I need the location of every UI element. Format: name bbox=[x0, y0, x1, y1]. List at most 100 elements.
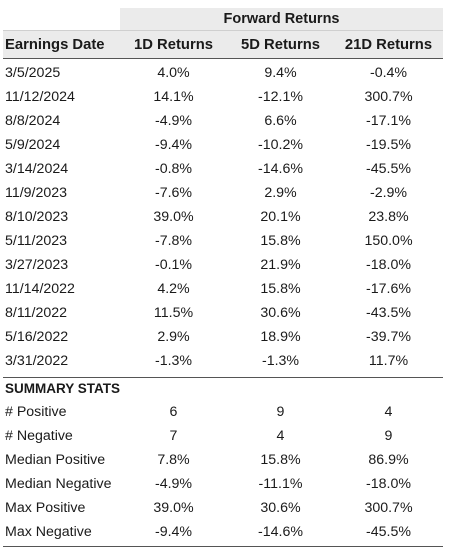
5d-return-cell: -1.3% bbox=[261, 353, 300, 369]
summary-row: Max Negative -9.4% -14.6% -45.5% bbox=[3, 520, 443, 544]
1d-return-cell: -7.6% bbox=[154, 185, 193, 201]
1d-return-cell: 4.0% bbox=[157, 65, 190, 81]
date-cell: 5/9/2024 bbox=[5, 137, 61, 153]
5d-return-cell: -14.6% bbox=[258, 524, 303, 540]
summary-stats-title: SUMMARY STATS bbox=[5, 381, 121, 396]
21d-return-cell: -19.5% bbox=[366, 137, 411, 153]
group-header-spacer bbox=[3, 8, 120, 30]
column-header-row: Earnings Date 1D Returns 5D Returns 21D … bbox=[3, 30, 443, 59]
21d-return-cell: 23.8% bbox=[368, 209, 409, 225]
table-row: 8/10/2023 39.0% 20.1% 23.8% bbox=[3, 205, 443, 229]
5d-return-cell: 15.8% bbox=[260, 233, 301, 249]
stat-label-cell: Median Negative bbox=[5, 476, 112, 492]
date-cell: 8/11/2022 bbox=[5, 305, 68, 321]
summary-row: # Positive 6 9 4 bbox=[3, 400, 443, 424]
1d-return-cell: 39.0% bbox=[153, 209, 194, 225]
date-cell: 3/27/2023 bbox=[5, 257, 69, 273]
1d-return-cell: 14.1% bbox=[153, 89, 194, 105]
table-row: 8/11/2022 11.5% 30.6% -43.5% bbox=[3, 301, 443, 325]
5d-return-cell: -12.1% bbox=[258, 89, 303, 105]
1d-return-cell: 6 bbox=[169, 404, 178, 420]
summary-row: # Negative 7 4 9 bbox=[3, 424, 443, 448]
1d-return-cell: 11.5% bbox=[153, 305, 194, 321]
summary-divider bbox=[3, 377, 443, 378]
summary-row: Max Positive 39.0% 30.6% 300.7% bbox=[3, 496, 443, 520]
21d-return-cell: -39.7% bbox=[366, 329, 411, 345]
stat-label-cell: Max Positive bbox=[5, 500, 86, 516]
21d-return-cell: -17.1% bbox=[366, 113, 411, 129]
5d-return-cell: 15.8% bbox=[260, 281, 301, 297]
date-cell: 5/16/2022 bbox=[5, 329, 69, 345]
table-bottom-border bbox=[3, 546, 443, 547]
5d-return-cell: 2.9% bbox=[264, 185, 297, 201]
21d-return-cell: 4 bbox=[384, 404, 393, 420]
1d-return-cell: -7.8% bbox=[154, 233, 193, 249]
5d-return-cell: 20.1% bbox=[260, 209, 301, 225]
21d-return-cell: -17.6% bbox=[366, 281, 411, 297]
date-cell: 11/12/2024 bbox=[5, 89, 75, 105]
stat-label-cell: # Positive bbox=[5, 404, 67, 420]
5d-return-cell: 15.8% bbox=[260, 452, 301, 468]
table-row: 3/5/2025 4.0% 9.4% -0.4% bbox=[3, 61, 443, 85]
summary-rows: # Positive 6 9 4 # Negative 7 4 9 Median Positiv… bbox=[3, 400, 443, 544]
date-cell: 11/9/2023 bbox=[5, 185, 68, 201]
5d-return-cell: 9.4% bbox=[264, 65, 297, 81]
stat-label-cell: # Negative bbox=[5, 428, 73, 444]
1d-return-cell: -1.3% bbox=[154, 353, 193, 369]
date-cell: 8/8/2024 bbox=[5, 113, 61, 129]
1d-return-cell: -0.1% bbox=[154, 257, 193, 273]
5d-return-cell: -14.6% bbox=[258, 161, 303, 177]
summary-row: Median Negative -4.9% -11.1% -18.0% bbox=[3, 472, 443, 496]
date-cell: 3/31/2022 bbox=[5, 353, 69, 369]
table-row: 5/11/2023 -7.8% 15.8% 150.0% bbox=[3, 229, 443, 253]
21d-return-cell: -45.5% bbox=[366, 524, 411, 540]
1d-return-cell: -9.4% bbox=[154, 524, 193, 540]
date-cell: 3/5/2025 bbox=[5, 65, 61, 81]
table-row: 3/31/2022 -1.3% -1.3% 11.7% bbox=[3, 349, 443, 373]
table-row: 5/16/2022 2.9% 18.9% -39.7% bbox=[3, 325, 443, 349]
stat-label-cell: Max Negative bbox=[5, 524, 92, 540]
earnings-date-header: Earnings Date bbox=[5, 36, 105, 53]
date-cell: 5/11/2023 bbox=[5, 233, 68, 249]
table-row: 11/14/2022 4.2% 15.8% -17.6% bbox=[3, 277, 443, 301]
forward-returns-header: Forward Returns bbox=[120, 8, 443, 30]
1d-return-cell: 4.2% bbox=[157, 281, 190, 297]
21d-return-cell: 11.7% bbox=[368, 353, 409, 369]
21d-return-cell: -0.4% bbox=[369, 65, 408, 81]
returns-table: Forward Returns Earnings Date 1D Returns… bbox=[3, 8, 443, 547]
1d-returns-header: 1D Returns bbox=[134, 36, 213, 53]
1d-return-cell: 7 bbox=[169, 428, 178, 444]
1d-return-cell: -4.9% bbox=[154, 476, 193, 492]
21d-return-cell: -18.0% bbox=[366, 476, 411, 492]
21d-return-cell: 86.9% bbox=[368, 452, 409, 468]
21d-return-cell: -2.9% bbox=[369, 185, 408, 201]
1d-return-cell: 2.9% bbox=[157, 329, 190, 345]
1d-return-cell: -0.8% bbox=[154, 161, 193, 177]
1d-return-cell: 39.0% bbox=[153, 500, 194, 516]
date-cell: 11/14/2022 bbox=[5, 281, 75, 297]
5d-return-cell: 30.6% bbox=[260, 305, 301, 321]
1d-return-cell: -9.4% bbox=[154, 137, 193, 153]
table-row: 5/9/2024 -9.4% -10.2% -19.5% bbox=[3, 133, 443, 157]
21d-return-cell: 300.7% bbox=[364, 500, 413, 516]
earnings-rows: 3/5/2025 4.0% 9.4% -0.4% 11/12/2024 14.1% -12.… bbox=[3, 59, 443, 373]
5d-returns-header: 5D Returns bbox=[241, 36, 320, 53]
table-row: 3/14/2024 -0.8% -14.6% -45.5% bbox=[3, 157, 443, 181]
date-cell: 3/14/2024 bbox=[5, 161, 69, 177]
21d-return-cell: 150.0% bbox=[364, 233, 413, 249]
table-row: 8/8/2024 -4.9% 6.6% -17.1% bbox=[3, 109, 443, 133]
21d-return-cell: -45.5% bbox=[366, 161, 411, 177]
1d-return-cell: -4.9% bbox=[154, 113, 193, 129]
21d-return-cell: 9 bbox=[384, 428, 393, 444]
5d-return-cell: 6.6% bbox=[264, 113, 297, 129]
21d-return-cell: -43.5% bbox=[366, 305, 411, 321]
5d-return-cell: -11.1% bbox=[258, 476, 303, 492]
stat-label-cell: Median Positive bbox=[5, 452, 106, 468]
5d-return-cell: 21.9% bbox=[260, 257, 301, 273]
21d-returns-header: 21D Returns bbox=[344, 36, 433, 53]
21d-return-cell: -18.0% bbox=[366, 257, 411, 273]
summary-row: Median Positive 7.8% 15.8% 86.9% bbox=[3, 448, 443, 472]
5d-return-cell: 18.9% bbox=[260, 329, 301, 345]
1d-return-cell: 7.8% bbox=[157, 452, 190, 468]
